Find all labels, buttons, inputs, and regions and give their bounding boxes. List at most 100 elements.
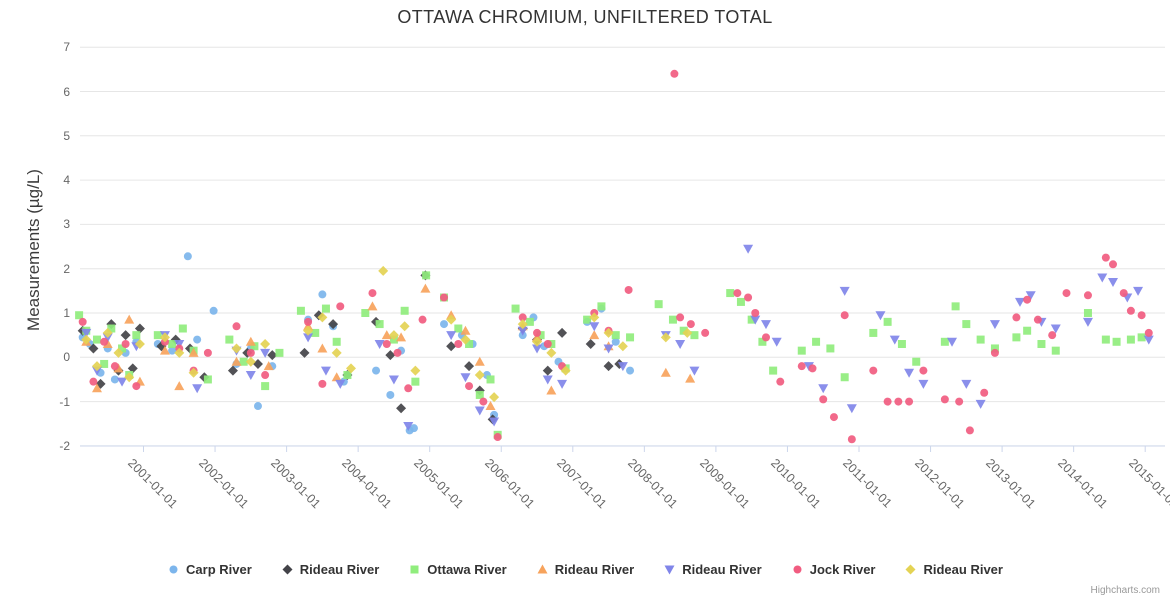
data-point[interactable] bbox=[75, 311, 84, 320]
data-point[interactable] bbox=[132, 331, 141, 340]
data-point[interactable] bbox=[733, 289, 742, 298]
data-point[interactable] bbox=[542, 365, 553, 376]
data-point[interactable] bbox=[78, 317, 87, 326]
data-point[interactable] bbox=[378, 265, 389, 276]
data-point[interactable] bbox=[589, 330, 600, 340]
data-point[interactable] bbox=[1137, 333, 1146, 342]
data-point[interactable] bbox=[603, 344, 614, 354]
data-point[interactable] bbox=[388, 330, 399, 341]
data-point[interactable] bbox=[446, 314, 457, 325]
data-point[interactable] bbox=[839, 286, 850, 296]
data-point[interactable] bbox=[193, 335, 202, 344]
data-point[interactable] bbox=[311, 328, 320, 337]
data-point[interactable] bbox=[102, 327, 113, 338]
data-point[interactable] bbox=[840, 311, 849, 320]
data-point[interactable] bbox=[375, 320, 384, 329]
data-point[interactable] bbox=[409, 424, 418, 433]
data-point[interactable] bbox=[1025, 291, 1036, 301]
data-point[interactable] bbox=[617, 341, 628, 352]
data-point[interactable] bbox=[460, 325, 471, 335]
data-point[interactable] bbox=[168, 346, 177, 355]
data-point[interactable] bbox=[1048, 331, 1057, 340]
data-point[interactable] bbox=[1083, 309, 1092, 317]
data-point[interactable] bbox=[542, 375, 553, 385]
data-point[interactable] bbox=[776, 377, 785, 386]
data-point[interactable] bbox=[1108, 277, 1119, 287]
data-point[interactable] bbox=[260, 339, 271, 350]
data-point[interactable] bbox=[660, 367, 671, 377]
data-point[interactable] bbox=[231, 343, 242, 354]
data-point[interactable] bbox=[962, 320, 971, 329]
data-point[interactable] bbox=[134, 323, 145, 334]
data-point[interactable] bbox=[1051, 346, 1060, 355]
data-point[interactable] bbox=[263, 361, 274, 371]
data-point[interactable] bbox=[100, 337, 109, 346]
data-point[interactable] bbox=[525, 317, 534, 326]
highcharts-credits-link[interactable]: Highcharts.com bbox=[1090, 585, 1160, 596]
data-point[interactable] bbox=[1012, 313, 1021, 322]
data-point[interactable] bbox=[589, 312, 600, 323]
data-point[interactable] bbox=[1023, 295, 1032, 304]
data-point[interactable] bbox=[88, 343, 99, 354]
data-point[interactable] bbox=[679, 326, 688, 335]
legend-item-4-rideau-river[interactable]: Rideau River bbox=[663, 562, 762, 577]
data-point[interactable] bbox=[846, 404, 857, 414]
data-point[interactable] bbox=[460, 373, 471, 383]
data-point[interactable] bbox=[465, 340, 474, 349]
data-point[interactable] bbox=[192, 384, 203, 394]
data-point[interactable] bbox=[904, 368, 915, 378]
data-point[interactable] bbox=[382, 340, 391, 349]
data-point[interactable] bbox=[91, 361, 102, 372]
data-point[interactable] bbox=[812, 337, 821, 346]
data-point[interactable] bbox=[120, 330, 131, 341]
data-point[interactable] bbox=[1033, 315, 1042, 324]
data-point[interactable] bbox=[961, 379, 972, 389]
data-point[interactable] bbox=[474, 356, 485, 366]
data-point[interactable] bbox=[345, 363, 356, 374]
legend-item-6-rideau-river[interactable]: Rideau River bbox=[904, 562, 1003, 577]
data-point[interactable] bbox=[883, 397, 892, 406]
data-point[interactable] bbox=[399, 321, 410, 332]
data-point[interactable] bbox=[617, 362, 628, 372]
data-point[interactable] bbox=[1050, 324, 1061, 334]
data-point[interactable] bbox=[372, 366, 381, 375]
data-point[interactable] bbox=[597, 302, 606, 311]
data-point[interactable] bbox=[388, 375, 399, 385]
data-point[interactable] bbox=[726, 289, 735, 298]
data-point[interactable] bbox=[493, 433, 502, 442]
data-point[interactable] bbox=[320, 366, 331, 376]
data-point[interactable] bbox=[245, 356, 256, 367]
data-point[interactable] bbox=[440, 293, 449, 302]
legend-item-1-rideau-river[interactable]: Rideau River bbox=[281, 562, 379, 577]
data-point[interactable] bbox=[400, 306, 409, 315]
data-point[interactable] bbox=[518, 313, 527, 322]
data-point[interactable] bbox=[975, 399, 986, 409]
data-point[interactable] bbox=[446, 341, 457, 352]
data-point[interactable] bbox=[918, 379, 929, 389]
data-point[interactable] bbox=[367, 301, 378, 311]
data-point[interactable] bbox=[1037, 340, 1046, 349]
data-point[interactable] bbox=[894, 397, 903, 406]
data-point[interactable] bbox=[267, 350, 278, 361]
data-point[interactable] bbox=[124, 372, 135, 383]
data-point[interactable] bbox=[701, 328, 710, 337]
data-point[interactable] bbox=[989, 320, 1000, 330]
legend-item-5-jock-river[interactable]: Jock River bbox=[791, 562, 875, 577]
data-point[interactable] bbox=[317, 343, 328, 353]
data-point[interactable] bbox=[328, 319, 339, 330]
data-point[interactable] bbox=[410, 365, 421, 376]
data-point[interactable] bbox=[611, 337, 620, 346]
data-point[interactable] bbox=[386, 390, 395, 399]
data-point[interactable] bbox=[660, 332, 671, 343]
data-point[interactable] bbox=[474, 370, 485, 381]
data-point[interactable] bbox=[533, 328, 542, 337]
data-point[interactable] bbox=[676, 313, 685, 322]
data-point[interactable] bbox=[422, 271, 431, 280]
data-point[interactable] bbox=[761, 333, 770, 342]
data-point[interactable] bbox=[411, 377, 420, 386]
data-point[interactable] bbox=[303, 325, 314, 336]
data-point[interactable] bbox=[905, 397, 914, 406]
data-point[interactable] bbox=[668, 315, 677, 324]
data-point[interactable] bbox=[132, 382, 141, 391]
data-point[interactable] bbox=[797, 362, 806, 371]
